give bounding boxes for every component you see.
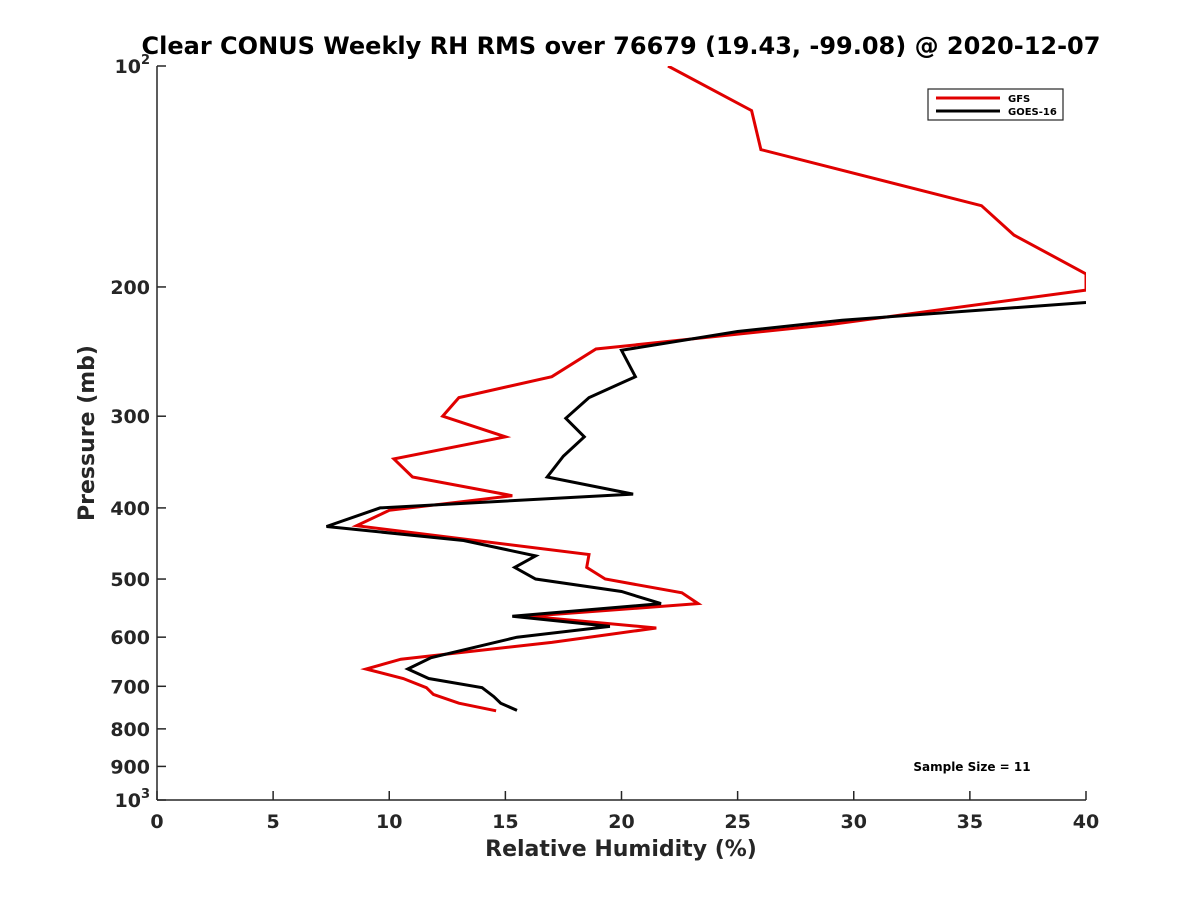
- legend-label: GFS: [1008, 94, 1030, 105]
- y-axis-label: Pressure (mb): [75, 345, 100, 521]
- x-tick-label: 15: [492, 811, 518, 833]
- x-tick-label: 0: [150, 811, 163, 833]
- legend-box: [927, 88, 1064, 121]
- axes: [156, 66, 1086, 801]
- x-tick-label: 40: [1073, 811, 1099, 833]
- series-line-gfs: [351, 66, 1086, 713]
- y-tick-label: 600: [110, 627, 150, 649]
- chart-title: Clear CONUS Weekly RH RMS over 76679 (19…: [142, 32, 1101, 60]
- y-tick-label: 800: [110, 719, 150, 741]
- x-tick-label: 20: [608, 811, 634, 833]
- x-axis-label: Relative Humidity (%): [485, 837, 757, 862]
- x-tick-label: 30: [841, 811, 867, 833]
- ticks: 0 5 10 15 20 25 30 35 40 102 200 300 400 500 600 700 800…: [110, 53, 1099, 833]
- y-tick-label: 500: [110, 569, 150, 591]
- x-tick-label: 25: [724, 811, 750, 833]
- legend: GFS GOES-16: [927, 88, 1064, 121]
- y-tick-label: 103: [115, 787, 151, 812]
- plot-lines: [326, 66, 1086, 713]
- x-tick-label: 5: [267, 811, 280, 833]
- y-tick-label: 300: [110, 406, 150, 428]
- series-line-goes-16: [326, 301, 1086, 712]
- y-tick-label: 700: [110, 676, 150, 698]
- x-tick-label: 10: [376, 811, 402, 833]
- y-tick-label: 102: [115, 53, 151, 78]
- sample-size-annotation: Sample Size = 11: [913, 760, 1030, 774]
- y-tick-label: 400: [110, 498, 150, 520]
- legend-label: GOES-16: [1008, 107, 1057, 118]
- x-tick-label: 35: [957, 811, 983, 833]
- y-tick-label: 900: [110, 756, 150, 778]
- y-tick-label: 200: [110, 277, 150, 299]
